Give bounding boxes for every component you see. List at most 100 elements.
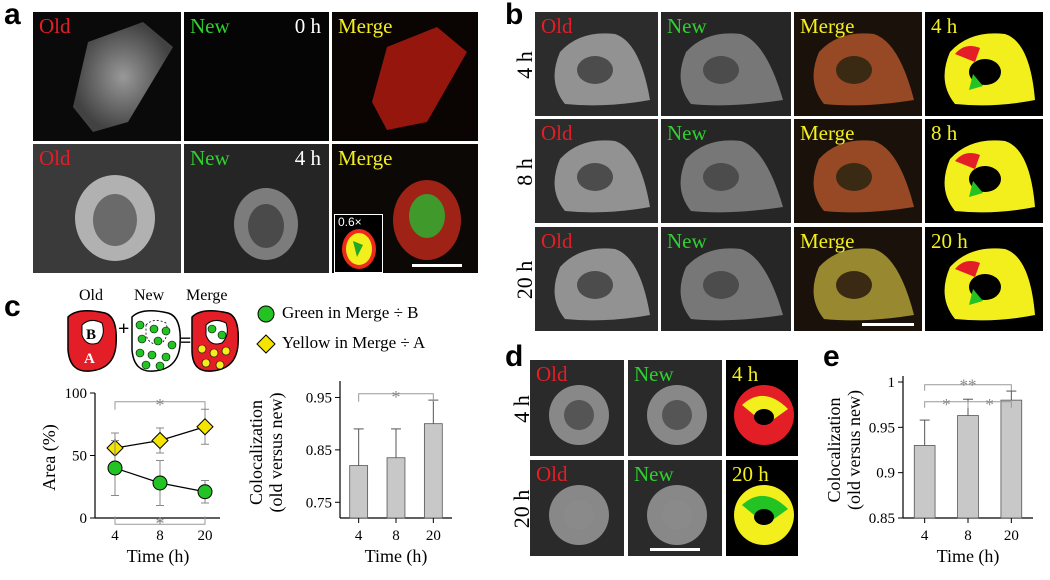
- time-label: 0 h: [294, 14, 321, 38]
- y-axis-label: Colocalization: [246, 400, 266, 505]
- b-thresh-image: 8 h: [925, 119, 1043, 223]
- merge-label: Merge: [338, 146, 393, 170]
- significance-bracket: [114, 401, 206, 410]
- a-merge-0h-image: Merge: [332, 12, 478, 141]
- bar: [913, 445, 936, 519]
- new-label: New: [634, 362, 674, 386]
- significance-marker: *: [942, 395, 951, 414]
- legend-green-text: Green in Merge ÷ B: [282, 303, 419, 322]
- significance-marker: *: [392, 387, 401, 407]
- significance-bracket: [114, 516, 206, 525]
- y-tick-label: 0.9: [876, 466, 895, 482]
- scale-bar: [412, 264, 462, 267]
- data-point-green-circle: [197, 484, 213, 500]
- time-label: 4 h: [294, 146, 321, 170]
- x-tick-label: 4: [921, 528, 929, 544]
- y-axis-label: (old versus new): [844, 390, 865, 510]
- bar: [423, 423, 443, 519]
- x-tick-label: 8: [392, 528, 400, 544]
- old-label: Old: [541, 229, 573, 253]
- threshold-time-label: 4 h: [931, 14, 958, 38]
- bar: [957, 415, 979, 519]
- x-tick-label: 4: [355, 528, 363, 544]
- panel-letter-c: c: [4, 290, 21, 323]
- schematic-new-label: New: [134, 287, 165, 304]
- a-new-4h-image: New 4 h: [184, 144, 329, 273]
- significance-bracket: [967, 401, 1012, 408]
- significance-bracket: [358, 393, 434, 402]
- inset-image: 0.6×: [334, 214, 383, 273]
- bar: [1000, 399, 1023, 519]
- y-tick-label: 1: [888, 375, 896, 391]
- a-merge-4h-image: Merge 0.6×: [332, 144, 478, 273]
- b-merge-image: Merge: [794, 227, 922, 331]
- x-tick-label: 4: [111, 528, 119, 544]
- significance-marker: *: [156, 513, 165, 533]
- scale-bar: [650, 548, 700, 551]
- y-tick-label: 100: [65, 386, 88, 402]
- data-point-green-circle: [107, 460, 123, 476]
- y-tick-label: 0.85: [306, 443, 332, 459]
- schematic-old-label: Old: [79, 287, 103, 304]
- significance-marker: *: [985, 395, 994, 414]
- y-tick-label: 50: [72, 449, 87, 465]
- a-new-0h-image: New 0 h: [184, 12, 329, 141]
- legend-green-circle-icon: [257, 305, 275, 323]
- y-tick-label: 0.75: [306, 495, 332, 511]
- old-label: Old: [541, 121, 573, 145]
- d-old-image: Old: [530, 360, 624, 456]
- old-label: Old: [39, 146, 71, 170]
- schematic-a-label: A: [84, 351, 95, 367]
- b-new-image: New: [661, 12, 791, 116]
- schematic-plus: +: [118, 318, 129, 340]
- y-tick-label: 0.85: [869, 511, 895, 527]
- significance-bracket: [924, 384, 1012, 391]
- x-axis-label: Time (h): [937, 546, 1000, 567]
- x-tick-label: 20: [426, 528, 441, 544]
- x-axis-label: Time (h): [365, 546, 428, 567]
- a-old-0h-image: Old: [33, 12, 181, 141]
- b-new-image: New: [661, 119, 791, 223]
- schematic-equals: =: [180, 330, 191, 352]
- merge-label: Merge: [800, 121, 855, 145]
- y-axis-label: Area (%): [39, 424, 60, 490]
- d-new-image: New: [628, 360, 722, 456]
- b-old-image: Old: [535, 227, 658, 331]
- old-label: Old: [39, 14, 71, 38]
- b-thresh-image: 4 h: [925, 12, 1043, 116]
- new-label: New: [667, 229, 707, 253]
- threshold-time-label: 20 h: [931, 229, 968, 253]
- schematic-merge-label: Merge: [186, 287, 228, 304]
- x-tick-label: 20: [1004, 528, 1019, 544]
- merge-label: Merge: [800, 229, 855, 253]
- y-tick-label: 0.95: [306, 390, 332, 406]
- b-new-image: New: [661, 227, 791, 331]
- a-old-4h-image: Old: [33, 144, 181, 273]
- b-old-image: Old: [535, 12, 658, 116]
- data-point-green-circle: [152, 475, 168, 491]
- c-line-chart: 0 50 100 4 8 20 Time (h) Area (%) * *: [20, 375, 235, 575]
- panel-letter-a: a: [4, 0, 21, 31]
- x-tick-label: 20: [198, 528, 213, 544]
- x-axis-label: Time (h): [127, 546, 190, 567]
- data-point-yellow-diamond: [151, 431, 169, 450]
- significance-marker: *: [156, 395, 165, 415]
- panel-letter-b: b: [505, 0, 524, 31]
- old-label: Old: [541, 14, 573, 38]
- schematic-diagram: B A + =: [67, 310, 240, 372]
- merge-label: Merge: [800, 14, 855, 38]
- bar: [386, 457, 406, 519]
- data-point-yellow-diamond: [196, 418, 214, 436]
- e-bar-chart: 0.85 0.9 0.95 1 4 8 20 Time (h) Colocalization (o…: [818, 370, 1048, 575]
- d-new-image: New: [628, 460, 722, 556]
- threshold-time-label: 8 h: [931, 121, 958, 145]
- legend-yellow-text: Yellow in Merge ÷ A: [282, 333, 426, 352]
- d-old-image: Old: [530, 460, 624, 556]
- x-tick-label: 8: [156, 528, 164, 544]
- merge-label: Merge: [338, 14, 393, 38]
- b-merge-image: Merge: [794, 119, 922, 223]
- new-label: New: [190, 146, 230, 170]
- significance-marker: **: [960, 376, 977, 395]
- legend-yellow-diamond-icon: [256, 334, 276, 354]
- c-bar-chart: 0.75 0.85 0.95 4 8 20 Time (h) Colocalization (o…: [240, 375, 470, 575]
